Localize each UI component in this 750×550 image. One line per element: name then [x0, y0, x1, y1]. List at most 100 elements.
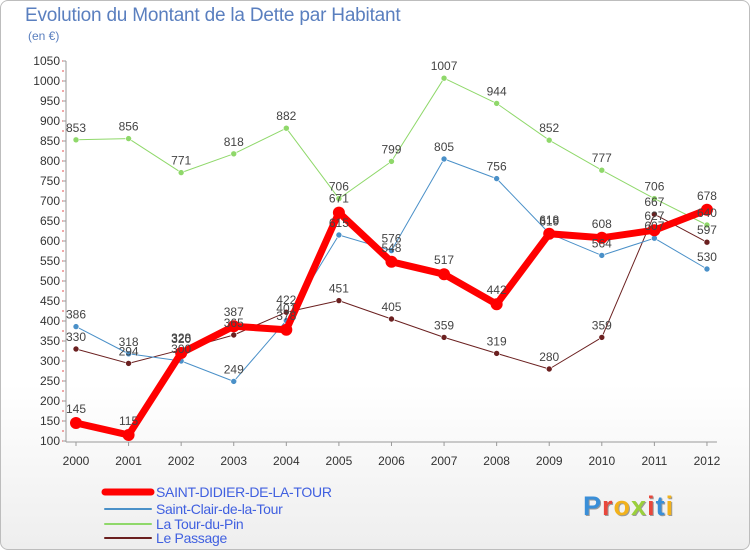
legend-label-le-passage: Le Passage — [156, 530, 227, 546]
data-label-saint-didier: 671 — [329, 192, 349, 206]
data-label-la-tour-du-pin: 777 — [592, 151, 612, 165]
data-label-le-passage: 422 — [276, 293, 296, 307]
data-point-saint-clair — [230, 378, 238, 385]
data-point-saint-didier — [332, 206, 345, 219]
logo-letter: i — [647, 491, 656, 521]
data-label-saint-didier: 320 — [171, 332, 191, 346]
data-label-saint-clair: 576 — [381, 232, 401, 246]
legend-label-saint-didier: SAINT-DIDIER-DE-LA-TOUR — [156, 484, 332, 500]
y-tick-label: 150 — [40, 414, 60, 428]
data-label-le-passage: 319 — [487, 334, 507, 348]
data-label-la-tour-du-pin: 706 — [329, 180, 349, 194]
data-label-le-passage: 365 — [224, 316, 244, 330]
data-point-le-passage — [335, 297, 343, 304]
data-point-saint-didier — [175, 347, 188, 359]
y-tick-label: 450 — [40, 294, 60, 308]
data-point-saint-didier — [543, 227, 556, 240]
logo-letter: r — [602, 491, 614, 521]
data-point-la-tour-du-pin — [545, 136, 553, 144]
data-label-saint-clair: 249 — [224, 362, 244, 376]
data-label-le-passage: 451 — [329, 282, 349, 296]
x-tick-label: 2009 — [536, 454, 563, 468]
data-label-saint-clair: 615 — [329, 216, 349, 230]
data-point-la-tour-du-pin — [230, 150, 238, 158]
data-point-saint-clair — [493, 175, 500, 182]
y-tick-label: 750 — [40, 174, 60, 188]
x-tick-label: 2008 — [483, 454, 510, 468]
x-tick-label: 2007 — [431, 454, 458, 468]
y-tick-label: 700 — [40, 194, 60, 208]
data-label-saint-clair: 300 — [171, 342, 191, 356]
data-label-saint-clair: 607 — [644, 219, 664, 233]
x-tick-label: 2006 — [378, 454, 405, 468]
data-label-saint-didier: 548 — [381, 241, 401, 255]
data-point-le-passage — [493, 350, 500, 357]
data-point-saint-clair — [125, 350, 132, 358]
y-tick-label: 650 — [40, 214, 60, 228]
logo-letter: P — [583, 491, 603, 521]
data-label-saint-clair: 386 — [66, 308, 86, 322]
y-tick-label: 550 — [40, 254, 60, 268]
data-point-le-passage — [545, 365, 553, 373]
data-point-saint-clair — [440, 155, 448, 163]
x-tick-label: 2012 — [694, 454, 721, 468]
data-label-saint-clair: 318 — [119, 335, 139, 349]
y-tick-label: 400 — [40, 314, 60, 328]
data-label-le-passage: 280 — [539, 350, 559, 364]
chart-title: Evolution du Montant de la Dette par Hab… — [25, 5, 401, 26]
data-label-le-passage: 359 — [434, 318, 454, 332]
data-point-la-tour-du-pin — [703, 221, 711, 229]
y-tick-label: 300 — [40, 354, 60, 368]
data-label-la-tour-du-pin: 771 — [171, 154, 191, 168]
data-point-le-passage — [72, 345, 80, 353]
data-label-saint-didier: 627 — [644, 209, 664, 223]
logo-letter: x — [631, 491, 648, 521]
x-tick-label: 2004 — [273, 454, 300, 468]
data-label-saint-clair: 619 — [539, 214, 559, 228]
data-point-saint-clair — [335, 231, 343, 239]
y-tick-label: 350 — [40, 334, 60, 348]
x-tick-label: 2010 — [588, 454, 615, 468]
data-point-saint-clair — [703, 265, 711, 273]
y-tick-label: 250 — [40, 374, 60, 388]
data-point-la-tour-du-pin — [651, 195, 658, 202]
data-label-saint-didier: 378 — [276, 309, 296, 323]
data-point-le-passage — [125, 360, 132, 367]
proxiti-logo: Proxiti — [583, 491, 674, 522]
data-point-saint-didier — [227, 320, 240, 333]
y-tick-label: 950 — [40, 94, 60, 108]
data-label-saint-clair: 756 — [487, 160, 507, 174]
data-label-la-tour-du-pin: 882 — [276, 109, 296, 123]
data-label-la-tour-du-pin: 799 — [381, 142, 401, 156]
data-label-saint-clair: 564 — [592, 236, 612, 250]
data-label-le-passage: 330 — [66, 330, 86, 344]
data-label-saint-didier: 618 — [539, 213, 559, 227]
data-label-saint-didier: 678 — [697, 189, 717, 203]
data-point-saint-didier — [385, 255, 398, 268]
y-tick-label: 1000 — [33, 74, 60, 88]
y-tick-label: 900 — [40, 114, 60, 128]
y-tick-label: 200 — [40, 394, 60, 408]
data-point-le-passage — [388, 315, 395, 323]
data-label-saint-clair: 401 — [276, 302, 296, 316]
x-tick-label: 2005 — [326, 454, 353, 468]
data-label-saint-clair: 805 — [434, 140, 454, 154]
data-label-saint-didier: 115 — [119, 414, 138, 428]
y-tick-label: 100 — [40, 434, 60, 448]
data-point-saint-didier — [280, 323, 293, 336]
data-label-la-tour-du-pin: 1007 — [431, 59, 458, 73]
chart-subtitle: (en €) — [28, 29, 60, 43]
data-label-la-tour-du-pin: 706 — [644, 180, 664, 194]
x-tick-label: 2003 — [220, 454, 247, 468]
logo-letter: t — [655, 491, 666, 521]
y-tick-label: 800 — [40, 154, 60, 168]
data-point-la-tour-du-pin — [493, 100, 500, 107]
data-point-saint-didier — [490, 298, 503, 311]
data-label-la-tour-du-pin: 853 — [66, 121, 86, 135]
data-label-le-passage: 359 — [592, 318, 612, 332]
data-point-le-passage — [283, 308, 290, 316]
data-label-le-passage: 597 — [697, 223, 717, 237]
data-point-saint-didier — [595, 231, 608, 244]
